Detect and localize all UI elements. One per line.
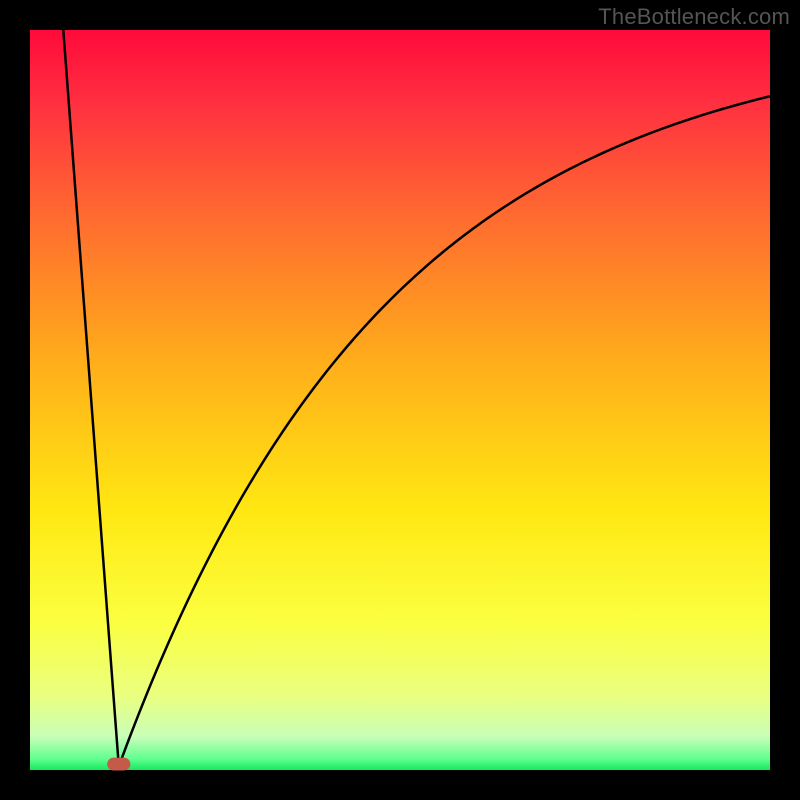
bottleneck-chart — [0, 0, 800, 800]
optimal-point-marker — [108, 758, 130, 770]
watermark-label: TheBottleneck.com — [598, 4, 790, 30]
chart-container: TheBottleneck.com — [0, 0, 800, 800]
plot-background — [30, 30, 770, 770]
